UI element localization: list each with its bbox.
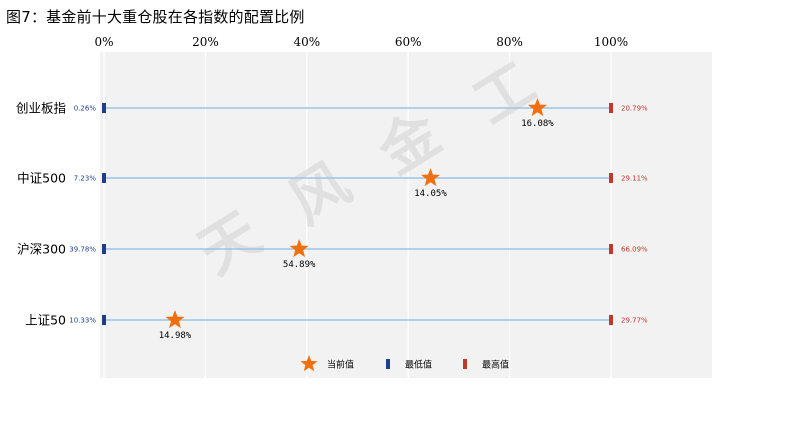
max-value-label: 29.77% [621,317,648,325]
chart-row: 沪深300 39.78% 66.09% 54.89% [17,239,648,270]
x-tick-label: 60% [395,35,422,49]
chart-title: 图7：基金前十大重仓股在各指数的配置比例 [6,8,305,26]
chart-row: 创业板指 0.26% 20.79% 16.08% [16,98,648,129]
chart-row: 上证50 10.33% 29.77% 14.98% [25,310,648,341]
x-tick-label: 0% [94,35,113,49]
category-label: 中证500 [17,171,66,186]
min-marker [102,103,106,113]
min-marker [102,173,106,183]
legend-item-min: 最低值 [386,359,432,371]
min-value-label: 0.26% [74,105,97,113]
legend-label: 最高值 [482,359,509,371]
axis-ticks: 0% 20% 40% 60% 80% 100% [94,35,628,49]
current-value-label: 14.05% [414,189,447,199]
x-tick-label: 40% [293,35,320,49]
x-tick-label: 100% [594,35,628,49]
max-value-label: 20.79% [621,105,648,113]
chart-rows: 创业板指 0.26% 20.79% 16.08% 中证500 7.23% 29.11% 14.… [16,98,648,341]
category-label: 创业板指 [16,101,66,116]
current-value-label: 54.89% [283,260,316,270]
min-value-label: 7.23% [74,175,97,183]
current-star [421,168,441,187]
legend: 当前值 最低值 最高值 [300,355,509,372]
max-marker [609,103,613,113]
max-value-label: 29.11% [621,175,648,183]
legend-label: 最低值 [405,359,432,371]
min-marker [102,315,106,325]
chart-row: 中证500 7.23% 29.11% 14.05% [17,168,648,199]
category-label: 上证50 [25,313,66,328]
min-marker [102,244,106,254]
legend-max-icon [463,359,467,369]
plot-area [100,52,712,378]
max-marker [609,244,613,254]
min-value-label: 10.33% [69,317,96,325]
current-star [165,310,185,329]
min-value-label: 39.78% [69,246,96,254]
legend-min-icon [386,359,390,369]
current-value-label: 16.08% [521,119,554,129]
x-tick-label: 20% [192,35,219,49]
x-tick-label: 80% [496,35,523,49]
current-star [289,239,309,258]
legend-item-current: 当前值 [300,355,354,372]
max-marker [609,315,613,325]
max-value-label: 66.09% [621,246,648,254]
legend-label: 当前值 [327,359,354,371]
category-label: 沪深300 [17,242,66,257]
max-marker [609,173,613,183]
current-star [527,98,547,117]
legend-item-max: 最高值 [463,359,509,371]
current-value-label: 14.98% [159,331,192,341]
legend-star-icon [300,355,318,372]
